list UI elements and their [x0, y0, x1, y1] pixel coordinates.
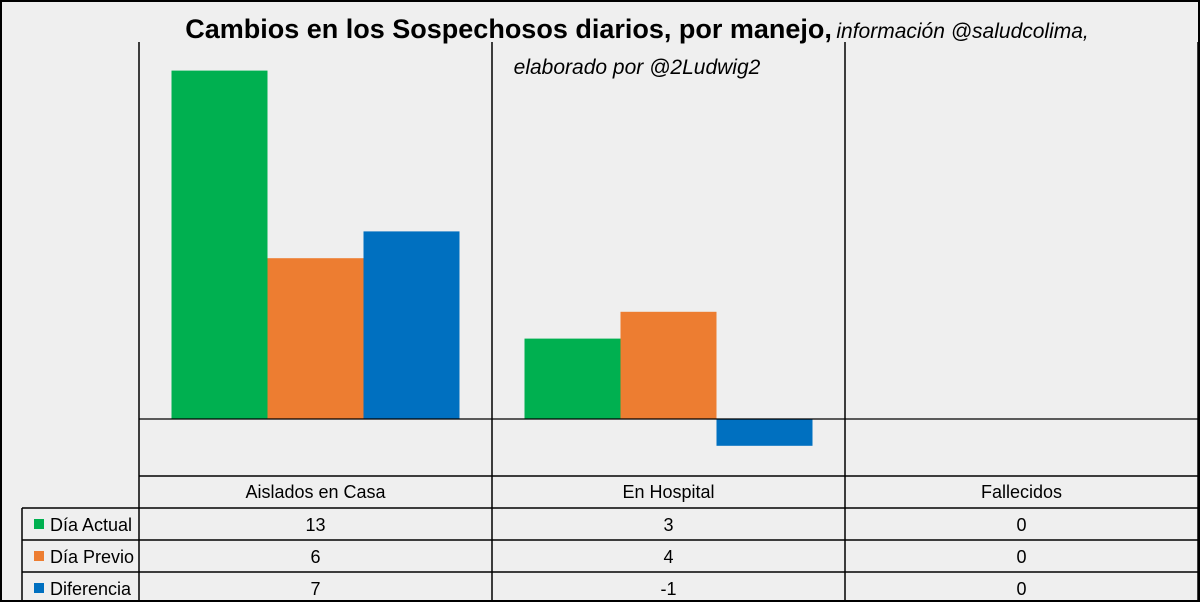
legend-swatch	[34, 519, 44, 529]
category-label: Fallecidos	[981, 482, 1062, 502]
data-value: 0	[1016, 515, 1026, 535]
legend-label: Día Actual	[50, 515, 132, 535]
legend-label: Día Previo	[50, 547, 134, 567]
bar-d-a-actual-en-hospital	[524, 338, 621, 419]
chart-title: Cambios en los Sospechosos diarios, por …	[185, 14, 832, 44]
category-label: Aislados en Casa	[245, 482, 386, 502]
category-label: En Hospital	[622, 482, 714, 502]
legend-label: Diferencia	[50, 579, 132, 599]
bar-d-a-previo-aislados-en-casa	[267, 258, 364, 419]
bar-d-a-actual-aislados-en-casa	[171, 70, 268, 419]
data-value: 6	[310, 547, 320, 567]
data-table-text: Aislados en Casa En Hospital Fallecidos Día…	[34, 482, 1062, 599]
data-value: 13	[305, 515, 325, 535]
chart-title-block: Cambios en los Sospechosos diarios, por …	[172, 12, 1102, 87]
data-value: -1	[660, 579, 676, 599]
data-value: 3	[663, 515, 673, 535]
legend-swatch	[34, 551, 44, 561]
chart-subtitle: información @saludcolima, elaborado por …	[513, 20, 1089, 79]
data-value: 0	[1016, 579, 1026, 599]
bars	[171, 70, 813, 446]
data-value: 0	[1016, 547, 1026, 567]
data-value: 4	[663, 547, 673, 567]
bar-diferencia-aislados-en-casa	[363, 231, 460, 419]
table-lines	[21, 42, 1198, 600]
data-value: 7	[310, 579, 320, 599]
bar-d-a-previo-en-hospital	[620, 311, 717, 419]
bar-diferencia-en-hospital	[716, 419, 813, 446]
legend-swatch	[34, 583, 44, 593]
